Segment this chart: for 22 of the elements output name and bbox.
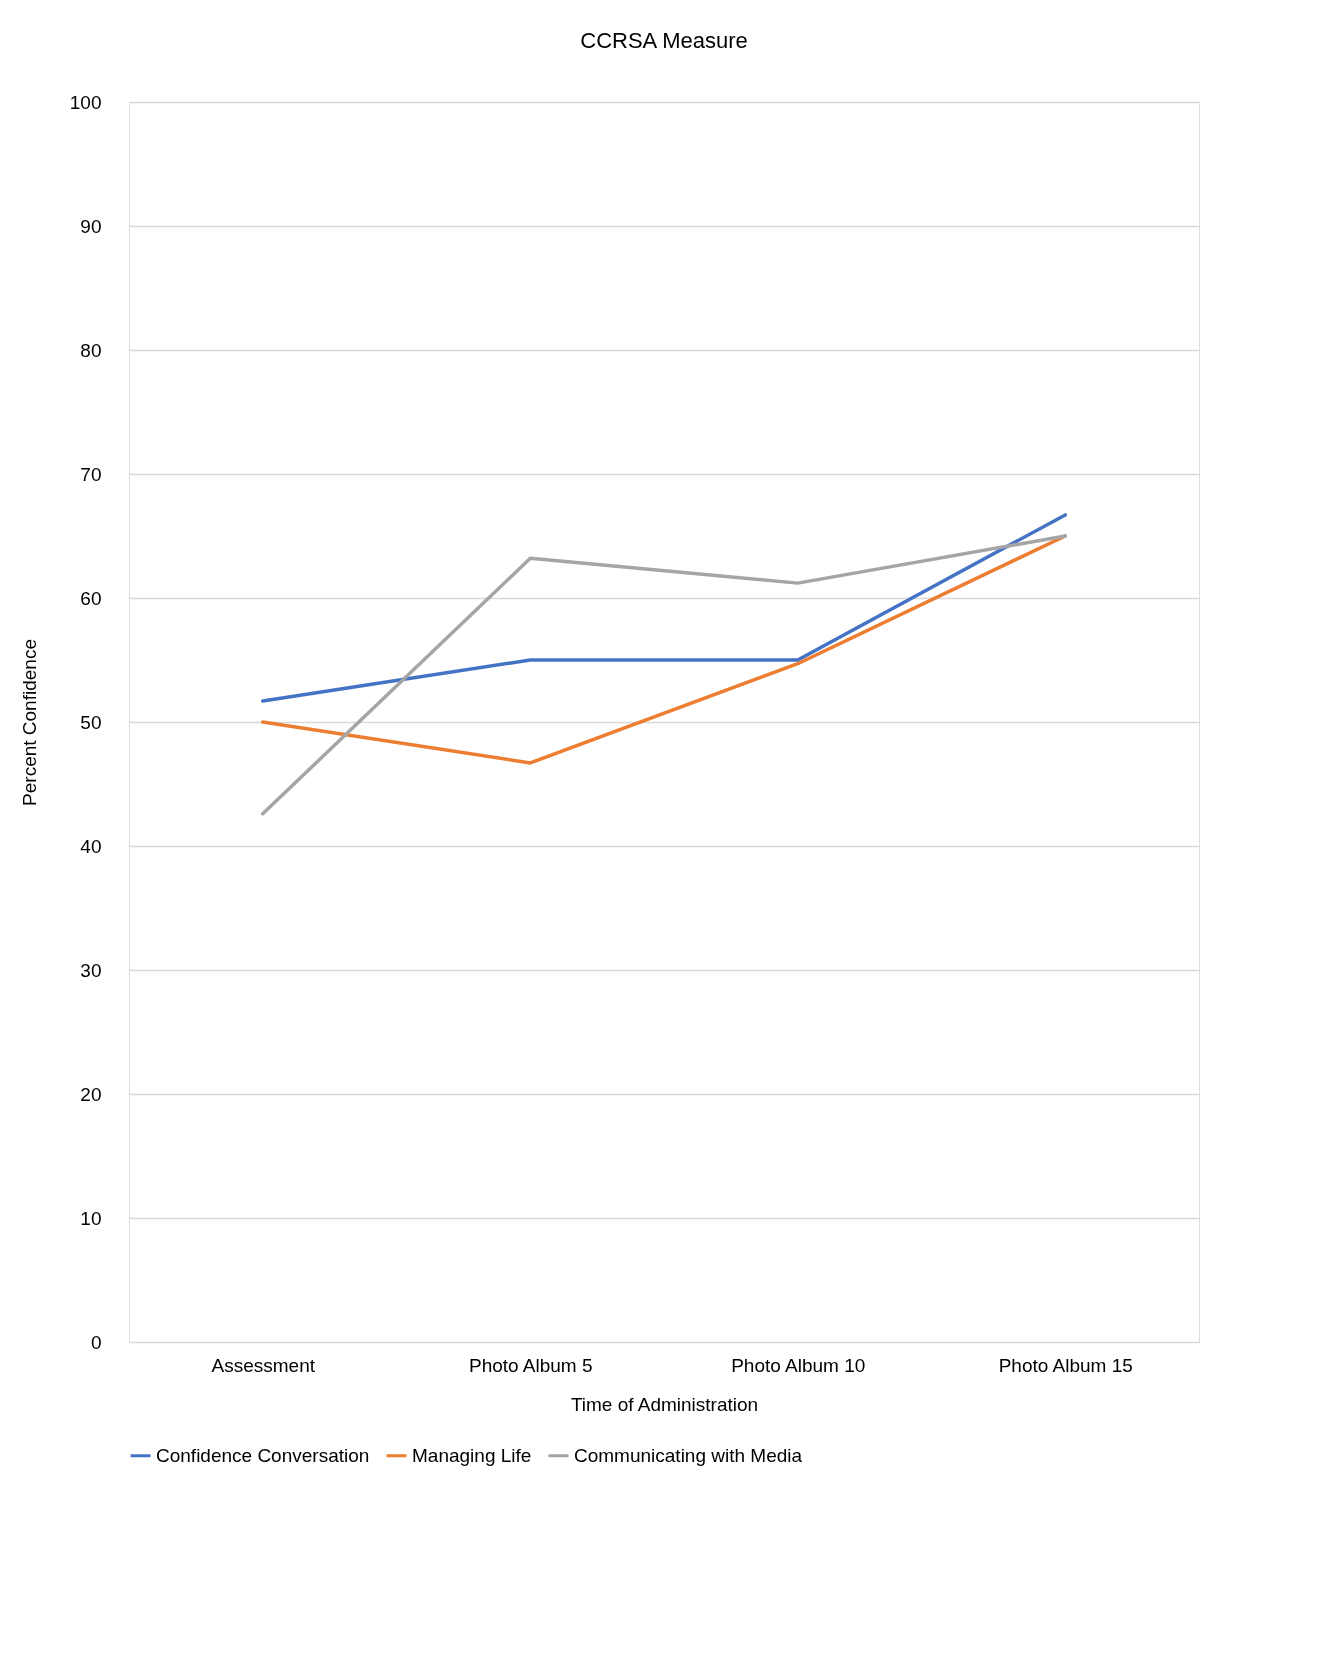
y-axis-title: Percent Confidence: [18, 639, 40, 806]
legend-label: Managing Life: [412, 1444, 532, 1466]
y-tick-label: 80: [80, 339, 102, 361]
y-tick-label: 40: [80, 835, 102, 857]
x-tick-label: Photo Album 5: [468, 1354, 593, 1376]
y-tick-label: 50: [80, 711, 102, 733]
x-axis-title: Time of Administration: [570, 1393, 759, 1415]
y-tick-label: 90: [80, 215, 102, 237]
x-tick-label: Photo Album 10: [731, 1354, 866, 1376]
y-tick-label: 20: [80, 1083, 102, 1105]
legend-label: Communicating with Media: [574, 1444, 803, 1466]
x-tick-label: Photo Album 15: [998, 1354, 1133, 1376]
x-tick-label: Assessment: [211, 1354, 316, 1376]
y-tick-label: 60: [80, 587, 102, 609]
y-tick-label: 70: [80, 463, 102, 485]
y-tick-label: 10: [80, 1207, 102, 1229]
chart-title: CCRSA Measure: [580, 28, 748, 53]
y-tick-label: 0: [90, 1331, 102, 1353]
line-series: [261, 534, 1067, 816]
y-tick-label: 30: [80, 959, 102, 981]
y-tick-label: 100: [69, 91, 102, 113]
legend-label: Confidence Conversation: [156, 1444, 370, 1466]
